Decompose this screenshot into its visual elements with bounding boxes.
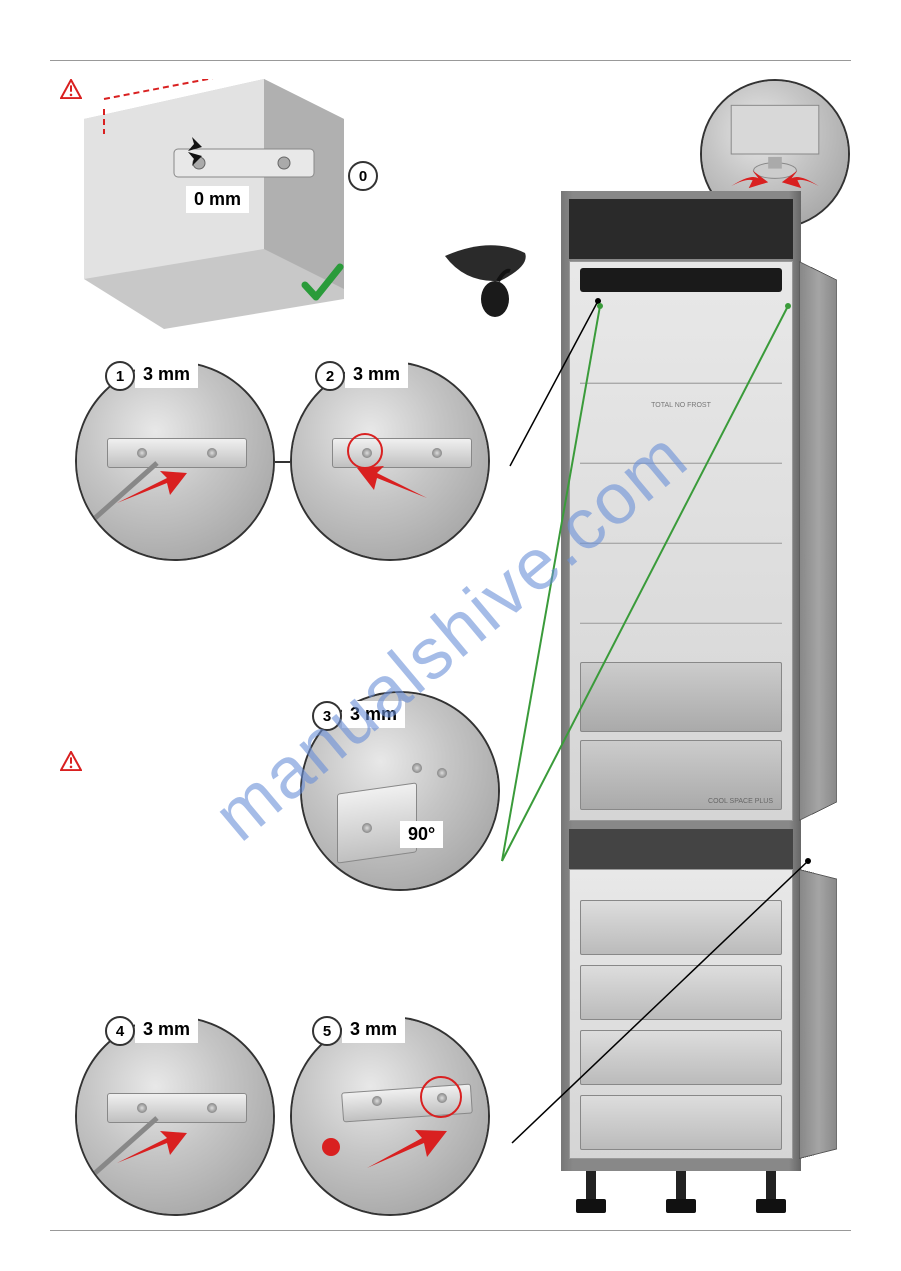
step-3-badge: 3 [312, 701, 342, 731]
fridge-illustration: TOTAL NO FROST COOL SPACE PLUS [561, 191, 851, 1211]
step-3-label: 3 mm [342, 701, 405, 728]
step-3-number: 3 [323, 708, 331, 725]
step-2-label: 3 mm [345, 361, 408, 388]
step-2-badge: 2 [315, 361, 345, 391]
freezer-interior [569, 869, 793, 1159]
red-dot [322, 1138, 340, 1156]
step-5-badge: 5 [312, 1016, 342, 1046]
adjustable-foot [666, 1171, 696, 1213]
fridge-door-upper [799, 261, 837, 821]
screw [207, 448, 217, 458]
step-1-badge: 1 [105, 361, 135, 391]
screw [362, 823, 372, 833]
fridge-cabinet: TOTAL NO FROST COOL SPACE PLUS [561, 191, 801, 1171]
shelf [580, 622, 782, 624]
step-4-label: 3 mm [135, 1016, 198, 1043]
freezer-drawer [580, 1095, 782, 1150]
step-4-badge: 4 [105, 1016, 135, 1046]
screw [432, 448, 442, 458]
warning-icon [60, 751, 82, 771]
step-0-label: 0 mm [186, 186, 249, 213]
warning-icon [60, 79, 82, 99]
crisper-drawer: COOL SPACE PLUS [580, 740, 782, 810]
screw [437, 768, 447, 778]
step-4-detail [75, 1016, 275, 1216]
interior-text: TOTAL NO FROST [651, 402, 711, 409]
step-2-detail [290, 361, 490, 561]
fridge-door-lower [799, 869, 837, 1159]
fridge-top-void [569, 199, 793, 259]
freezer-drawer [580, 965, 782, 1020]
step-4-number: 4 [116, 1023, 124, 1040]
red-arrow-icon [352, 458, 432, 508]
shelf [580, 542, 782, 544]
fridge-divider [569, 829, 793, 869]
adjustable-foot [576, 1171, 606, 1213]
connector-line [275, 461, 290, 463]
highlight-circle [420, 1076, 462, 1118]
step-0-number: 0 [359, 168, 367, 185]
crisper-drawer [580, 662, 782, 732]
step-2-number: 2 [326, 368, 334, 385]
screw [412, 763, 422, 773]
adjustable-foot [756, 1171, 786, 1213]
freezer-drawer [580, 900, 782, 955]
step-5-detail [290, 1016, 490, 1216]
step-1-number: 1 [116, 368, 124, 385]
freezer-drawer [580, 1030, 782, 1085]
manual-page: 0 0 mm TOTAL NO FROST [50, 60, 851, 1231]
step-5-label: 3 mm [342, 1016, 405, 1043]
red-arrow-icon [362, 1123, 452, 1178]
step-3-extra-label: 90° [400, 821, 443, 848]
control-panel [580, 268, 782, 292]
step-1-label: 3 mm [135, 361, 198, 388]
screw [372, 1096, 382, 1106]
shelf [580, 382, 782, 384]
checkmark-icon [300, 261, 344, 305]
fridge-interior: TOTAL NO FROST COOL SPACE PLUS [569, 261, 793, 821]
step-1-detail [75, 361, 275, 561]
screw [207, 1103, 217, 1113]
shelf [580, 462, 782, 464]
drawer-label: COOL SPACE PLUS [708, 798, 773, 805]
screwdriver-icon [75, 423, 187, 543]
step-0-badge: 0 [348, 161, 378, 191]
pump-tool-icon [440, 241, 535, 331]
screwdriver-icon [75, 1078, 187, 1198]
step-5-number: 5 [323, 1023, 331, 1040]
